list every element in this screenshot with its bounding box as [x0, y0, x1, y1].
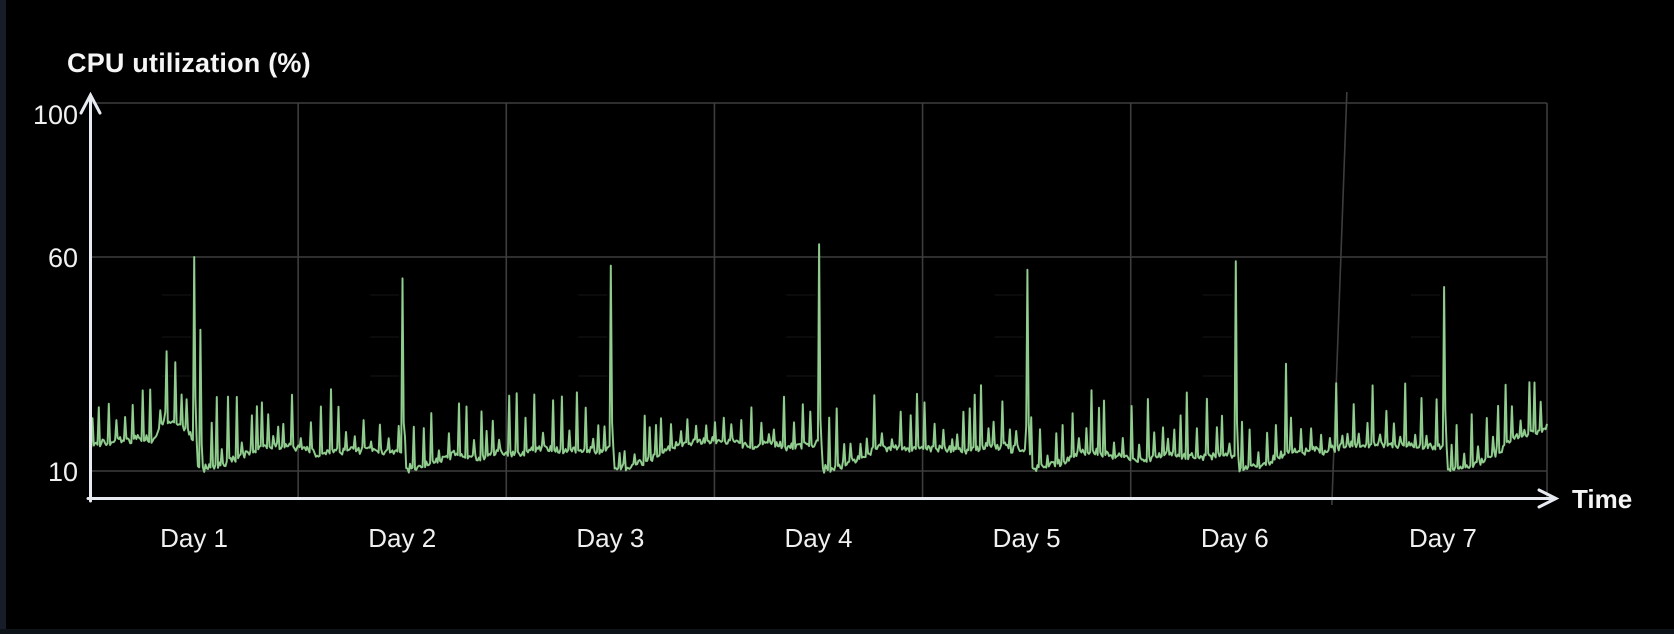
x-tick-label-day-5: Day 5: [992, 523, 1061, 553]
x-tick-label-day-4: Day 4: [784, 523, 853, 553]
sketch-artifacts: [162, 294, 1440, 377]
x-tick-label-day-6: Day 6: [1200, 523, 1269, 553]
cpu-series-line: [89, 243, 1548, 474]
screenshot-bottom-edge-strip: [0, 629, 1674, 634]
screenshot-left-edge-strip: [0, 0, 6, 634]
x-tick-label-day-1: Day 1: [160, 523, 229, 553]
y-tick-label-100: 100: [32, 100, 78, 130]
chart-title: CPU utilization (%): [67, 48, 311, 78]
cpu-utilization-polyline-highlight: [89, 243, 1548, 474]
y-tick-label-60: 60: [47, 243, 78, 273]
x-axis-title: Time: [1572, 484, 1633, 514]
y-axis-arrowhead: [79, 91, 102, 115]
axes: [79, 91, 1560, 509]
x-tick-label-day-3: Day 3: [576, 523, 645, 553]
x-axis-arrowhead: [1537, 488, 1560, 509]
x-tick-label-day-7: Day 7: [1408, 523, 1477, 553]
x-tick-label-day-2: Day 2: [368, 523, 437, 553]
y-tick-label-10: 10: [47, 457, 78, 487]
